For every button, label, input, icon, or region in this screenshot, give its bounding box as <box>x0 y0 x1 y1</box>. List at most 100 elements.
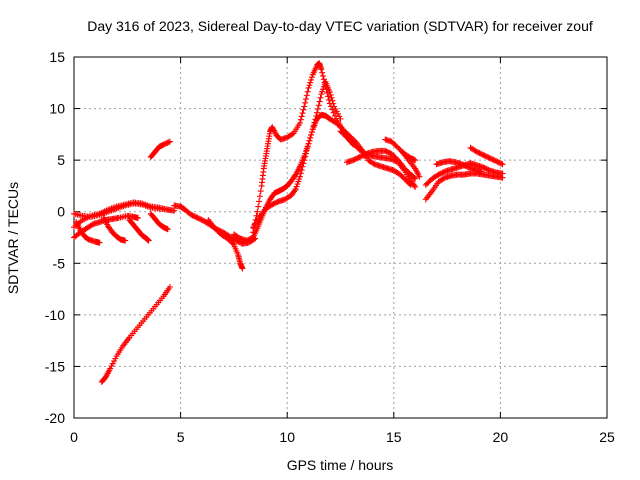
data-point <box>199 217 206 224</box>
data-point <box>473 148 480 155</box>
data-point <box>243 237 250 244</box>
data-point <box>496 160 503 167</box>
data-point <box>357 153 364 160</box>
data-point <box>161 141 168 148</box>
data-point <box>194 214 201 221</box>
data-point <box>322 82 329 89</box>
data-point <box>195 215 202 222</box>
data-point <box>411 182 418 189</box>
data-point <box>88 221 95 228</box>
data-point <box>482 165 489 172</box>
series-track-d <box>73 219 103 246</box>
data-point <box>412 175 419 182</box>
data-point <box>388 156 395 163</box>
data-point <box>360 152 367 159</box>
series-track-g <box>147 210 171 233</box>
data-point <box>494 158 501 165</box>
data-point <box>160 141 167 148</box>
data-point <box>356 154 363 161</box>
data-point <box>384 149 391 156</box>
series-track-i <box>98 284 173 385</box>
grid <box>74 57 607 418</box>
data-point <box>166 284 173 291</box>
data-point <box>350 157 357 164</box>
data-point <box>300 160 307 167</box>
data-point <box>351 156 358 163</box>
data-point <box>480 151 487 158</box>
x-tick-label: 25 <box>599 429 615 445</box>
data-point <box>438 170 445 177</box>
axis-ticks <box>73 56 608 419</box>
data-point <box>308 131 315 138</box>
data-point <box>257 188 264 195</box>
data-point <box>323 86 330 93</box>
data-point <box>491 157 498 164</box>
data-point <box>482 153 489 160</box>
data-point <box>329 97 336 104</box>
data-point <box>318 66 325 73</box>
data-point <box>301 103 308 110</box>
series-track-h <box>147 138 173 161</box>
data-point <box>192 213 199 220</box>
data-point <box>485 166 492 173</box>
data-point <box>304 88 311 95</box>
data-point <box>439 169 446 176</box>
data-point <box>316 98 323 105</box>
data-point <box>411 174 418 181</box>
data-marks <box>71 60 506 385</box>
data-point <box>315 102 322 109</box>
data-point <box>246 236 253 243</box>
y-tick-label: 0 <box>57 204 65 220</box>
data-point <box>320 72 327 79</box>
data-point <box>250 229 257 236</box>
x-axis-label: GPS time / hours <box>287 457 394 473</box>
data-point <box>481 152 488 159</box>
x-tick-label: 15 <box>386 429 402 445</box>
data-point <box>440 169 447 176</box>
data-point <box>254 208 261 215</box>
y-tick-label: -5 <box>53 255 66 271</box>
data-point <box>331 112 338 119</box>
data-point <box>299 163 306 170</box>
y-tick-labels: -20 -15 -10 -5 0 5 10 15 <box>45 49 65 426</box>
data-point <box>171 207 178 214</box>
data-point <box>256 193 263 200</box>
data-point <box>236 234 243 241</box>
data-point <box>472 148 479 155</box>
data-point <box>321 79 328 86</box>
data-point <box>307 79 314 86</box>
data-point <box>327 91 334 98</box>
data-point <box>307 134 314 141</box>
data-point <box>477 150 484 157</box>
data-point <box>314 105 321 112</box>
data-point <box>486 155 493 162</box>
data-point <box>308 74 315 81</box>
data-point <box>273 199 280 206</box>
data-point <box>314 109 321 116</box>
data-point <box>499 174 506 181</box>
data-point <box>302 96 309 103</box>
data-point <box>478 168 485 175</box>
series-track-t <box>422 170 506 203</box>
data-point <box>188 211 195 218</box>
data-point <box>461 162 468 169</box>
data-point <box>269 201 276 208</box>
data-point <box>229 240 236 247</box>
data-point <box>96 239 103 246</box>
series-track-u <box>467 144 506 168</box>
data-point <box>499 161 506 168</box>
x-tick-label: 0 <box>70 429 78 445</box>
data-point <box>476 150 483 157</box>
data-point <box>302 153 309 160</box>
data-point <box>317 94 324 101</box>
data-point <box>305 140 312 147</box>
data-point <box>355 154 362 161</box>
data-point <box>302 150 309 157</box>
data-point <box>297 116 304 123</box>
y-tick-label: -20 <box>45 410 65 426</box>
data-point <box>493 158 500 165</box>
data-point <box>488 155 495 162</box>
data-point <box>393 155 400 162</box>
data-point <box>274 199 281 206</box>
